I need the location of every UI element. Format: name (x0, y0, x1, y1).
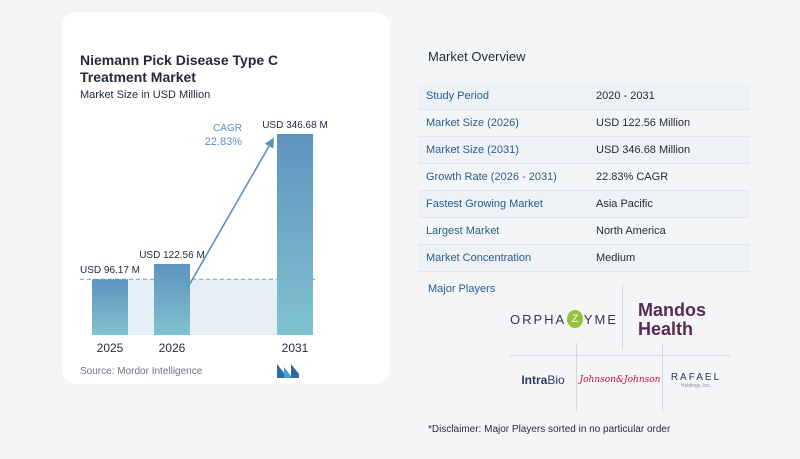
overview-value: 2020 - 2031 (596, 90, 655, 102)
bar-2025 (92, 279, 128, 335)
overview-row: Market Size (2026) USD 122.56 Million (418, 110, 750, 137)
overview-value: USD 122.56 Million (596, 117, 691, 129)
johnson-and-johnson-logo: Johnson&Johnson (579, 375, 661, 385)
rafael-sub: Holdings, Inc. (680, 382, 712, 389)
chart-title: Niemann Pick Disease Type C Treatment Ma… (80, 52, 279, 85)
market-overview-table: Study Period 2020 - 2031 Market Size (20… (418, 83, 750, 272)
rafael-name: RAFAEL (670, 371, 722, 383)
divider (622, 285, 623, 349)
overview-value: Medium (596, 252, 636, 264)
divider (576, 343, 577, 411)
mandos-line: Mandos (638, 300, 707, 320)
overview-row: Largest Market North America (418, 218, 750, 245)
overview-label: Fastest Growing Market (426, 198, 543, 210)
intrabio-logo: Intra Bio (510, 363, 576, 397)
overview-row: Market Size (2031) USD 346.68 Million (418, 137, 750, 164)
overview-label: Market Concentration (426, 252, 532, 264)
data-label-2025: USD 96.17 M (80, 265, 140, 276)
bar-chart: USD 96.17 M 2025 USD 122.56 M 2026 USD 346.6… (80, 120, 328, 355)
cagr-value: 22.83% (205, 136, 243, 148)
orphazyme-z: Z (567, 310, 583, 328)
intrabio-text: Bio (547, 373, 565, 387)
overview-value: 22.83% CAGR (596, 171, 669, 183)
overview-label: Largest Market (426, 225, 500, 237)
overview-value: USD 346.68 Million (596, 144, 691, 156)
disclaimer: *Disclaimer: Major Players sorted in no … (428, 424, 671, 435)
overview-value: Asia Pacific (596, 198, 653, 210)
mandos-health-logo: Mandos Health (630, 293, 730, 347)
overview-row: Fastest Growing Market Asia Pacific (418, 191, 750, 218)
data-label-2026: USD 122.56 M (139, 250, 205, 261)
bar-2031 (277, 134, 313, 335)
rafael-holdings-logo: RAFAEL Holdings, Inc. (662, 363, 730, 397)
source-note: Source: Mordor Intelligence (80, 366, 203, 377)
mordor-logo-icon (277, 364, 299, 378)
divider (510, 355, 730, 356)
cagr-label: CAGR (213, 123, 242, 134)
orphazyme-logo: ORPHA Z YME (510, 299, 618, 339)
chart-subtitle: Market Size in USD Million (80, 89, 211, 101)
major-players-grid: ORPHA Z YME Mandos Health Intra Bio Johnson… (510, 285, 730, 411)
overview-value: North America (596, 225, 666, 237)
bar-2026 (154, 263, 190, 335)
mandos-line: Health (638, 319, 694, 339)
overview-label: Study Period (426, 90, 489, 102)
overview-label: Growth Rate (2026 - 2031) (426, 171, 557, 183)
x-tick-2025: 2025 (97, 341, 124, 355)
data-label-2031: USD 346.68 M (262, 120, 328, 131)
divider (662, 343, 663, 411)
overview-row: Study Period 2020 - 2031 (418, 83, 750, 110)
orphazyme-text: ORPHA (510, 311, 567, 327)
overview-row: Growth Rate (2026 - 2031) 22.83% CAGR (418, 164, 750, 191)
overview-label: Market Size (2026) (426, 117, 519, 129)
major-players-title: Major Players (428, 283, 496, 295)
intrabio-text: Intra (521, 373, 548, 387)
market-overview-title: Market Overview (428, 49, 526, 64)
x-tick-2031: 2031 (282, 341, 309, 355)
overview-row: Market Concentration Medium (418, 245, 750, 272)
orphazyme-text: YME (583, 311, 618, 327)
cagr-arrow (187, 137, 274, 288)
overview-label: Market Size (2031) (426, 144, 519, 156)
x-tick-2026: 2026 (159, 341, 186, 355)
